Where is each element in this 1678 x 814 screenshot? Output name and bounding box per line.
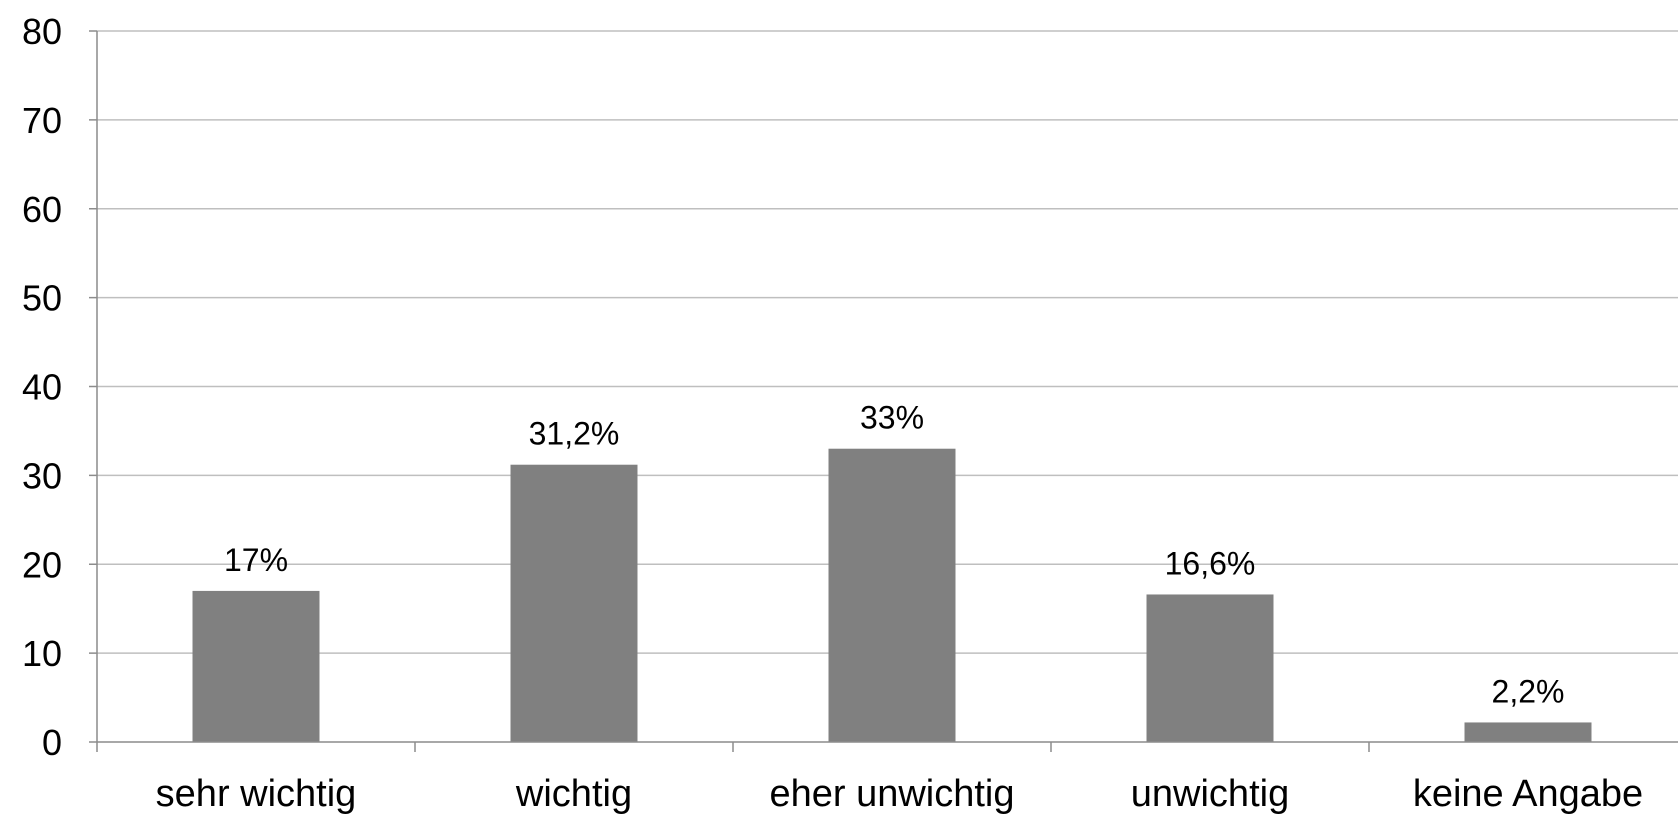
data-label: 17% xyxy=(224,542,288,578)
labels: 0 10 20 30 40 50 60 70 80 17% sehr wichtig 31,2% wic… xyxy=(22,11,1643,814)
x-tick-label: wichtig xyxy=(515,773,632,814)
y-tick-label: 80 xyxy=(22,11,62,52)
data-label: 33% xyxy=(860,400,924,436)
y-tick-label: 70 xyxy=(22,100,62,141)
y-tick-label: 40 xyxy=(22,367,62,408)
y-tick-label: 30 xyxy=(22,455,62,496)
axes xyxy=(89,30,1678,752)
bar xyxy=(1464,722,1592,742)
bar xyxy=(828,448,956,742)
y-tick-label: 60 xyxy=(22,189,62,230)
data-label: 16,6% xyxy=(1165,545,1256,581)
bars xyxy=(192,448,1592,742)
x-tick-label: eher unwichtig xyxy=(769,773,1014,814)
y-tick-label: 20 xyxy=(22,544,62,585)
x-tick-label: keine Angabe xyxy=(1413,773,1643,814)
data-label: 31,2% xyxy=(529,416,620,452)
y-tick-label: 0 xyxy=(42,722,62,763)
x-tick-label: unwichtig xyxy=(1131,773,1289,814)
y-tick-label: 10 xyxy=(22,633,62,674)
x-tick-label: sehr wichtig xyxy=(156,773,357,814)
data-label: 2,2% xyxy=(1492,673,1565,709)
bar xyxy=(1146,594,1274,742)
y-tick-label: 50 xyxy=(22,278,62,319)
bar xyxy=(192,590,320,742)
bar xyxy=(510,464,638,742)
